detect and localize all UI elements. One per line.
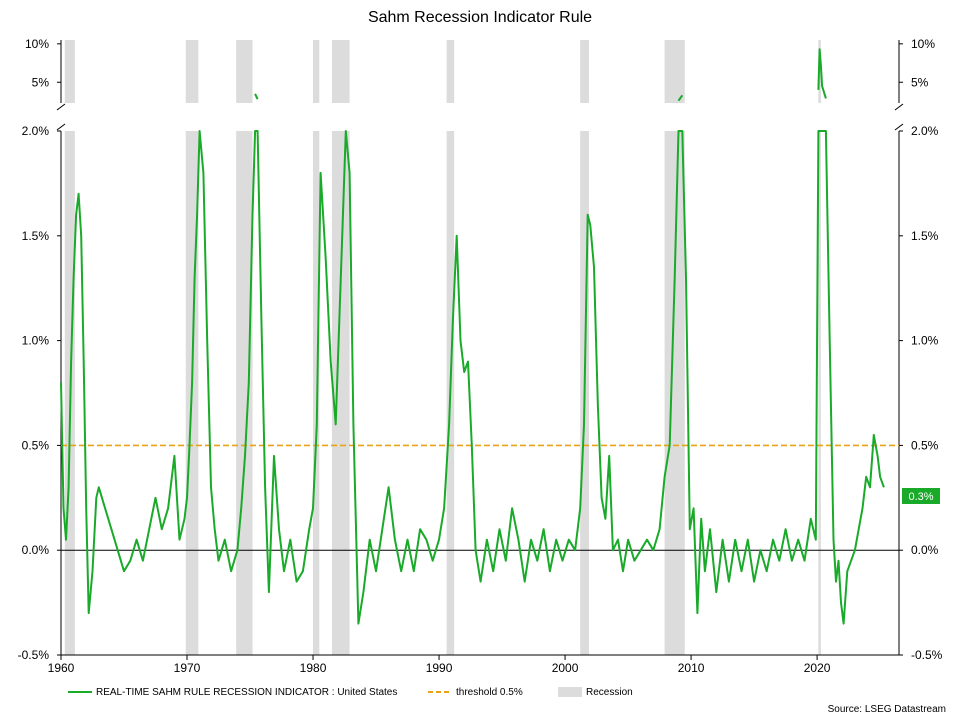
x-tick-label-0: 1960 [48, 661, 75, 675]
recession-band-upper-0 [64, 40, 75, 103]
y-tick-label-left-0: -0.5% [18, 648, 50, 662]
axis-break-mark-0 [56, 103, 66, 111]
recession-band-lower-7 [664, 131, 685, 655]
x-tick-label-5: 2010 [678, 661, 705, 675]
x-tick-label-2: 1980 [300, 661, 327, 675]
plot-frames [56, 40, 904, 656]
recession-band-upper-7 [664, 40, 685, 103]
x-tick-label-6: 2020 [804, 661, 831, 675]
upper-tick-label-right-0: 5% [911, 75, 929, 89]
legend-label-threshold: threshold 0.5% [456, 687, 523, 698]
recession-band-upper-3 [313, 40, 320, 103]
y-tick-label-right-2: 0.5% [911, 438, 939, 452]
recession-bands [64, 40, 821, 655]
y-tick-label-right-0: -0.5% [911, 648, 943, 662]
x-tick-label-3: 1990 [426, 661, 453, 675]
recession-band-upper-1 [185, 40, 199, 103]
axis-ticks: -0.5% -0.5% 0.0% 0.0% 0.5% 0.5% 1.0% 1.0% 1.5% 1.… [18, 37, 943, 675]
y-tick-label-left-3: 1.0% [22, 334, 50, 348]
y-tick-label-right-4: 1.5% [911, 229, 939, 243]
last-value-label: 0.3% [908, 491, 933, 503]
y-tick-label-right-3: 1.0% [911, 334, 939, 348]
y-tick-label-right-1: 0.0% [911, 543, 939, 557]
recession-band-lower-2 [236, 131, 253, 655]
upper-tick-label-left-0: 5% [32, 75, 50, 89]
series-line-sahm-upper [254, 48, 827, 102]
source-note: Source: LSEG Datastream [828, 704, 946, 715]
legend-label-recession: Recession [586, 687, 633, 698]
axis-break-mark-3 [894, 123, 904, 131]
axis-break-mark-2 [56, 123, 66, 131]
recession-band-lower-3 [313, 131, 320, 655]
x-tick-label-1: 1970 [174, 661, 201, 675]
legend-label-sahm: REAL-TIME SAHM RULE RECESSION INDICATOR … [96, 687, 397, 698]
upper-tick-label-right-1: 10% [911, 37, 935, 51]
series-group [60, 48, 885, 625]
chart-title: Sahm Recession Indicator Rule [368, 9, 592, 26]
y-tick-label-left-1: 0.0% [22, 543, 50, 557]
upper-tick-label-left-1: 10% [25, 37, 49, 51]
recession-band-upper-2 [236, 40, 253, 103]
recession-band-upper-4 [331, 40, 350, 103]
last-value-badge-group: 0.3% [902, 488, 940, 504]
y-tick-label-left-2: 0.5% [22, 438, 50, 452]
recession-band-lower-4 [331, 131, 350, 655]
last-value-badge [902, 488, 940, 504]
x-tick-label-4: 2000 [552, 661, 579, 675]
legend: REAL-TIME SAHM RULE RECESSION INDICATOR … [68, 687, 633, 698]
legend-swatch-recession [558, 687, 582, 697]
recession-band-upper-5 [446, 40, 455, 103]
series-line-sahm-lower [60, 130, 885, 625]
axis-break-mark-1 [894, 103, 904, 111]
recession-band-lower-8 [818, 131, 821, 655]
y-tick-label-left-4: 1.5% [22, 229, 50, 243]
recession-band-upper-6 [580, 40, 590, 103]
y-tick-label-right-5: 2.0% [911, 124, 939, 138]
y-tick-label-left-5: 2.0% [22, 124, 50, 138]
